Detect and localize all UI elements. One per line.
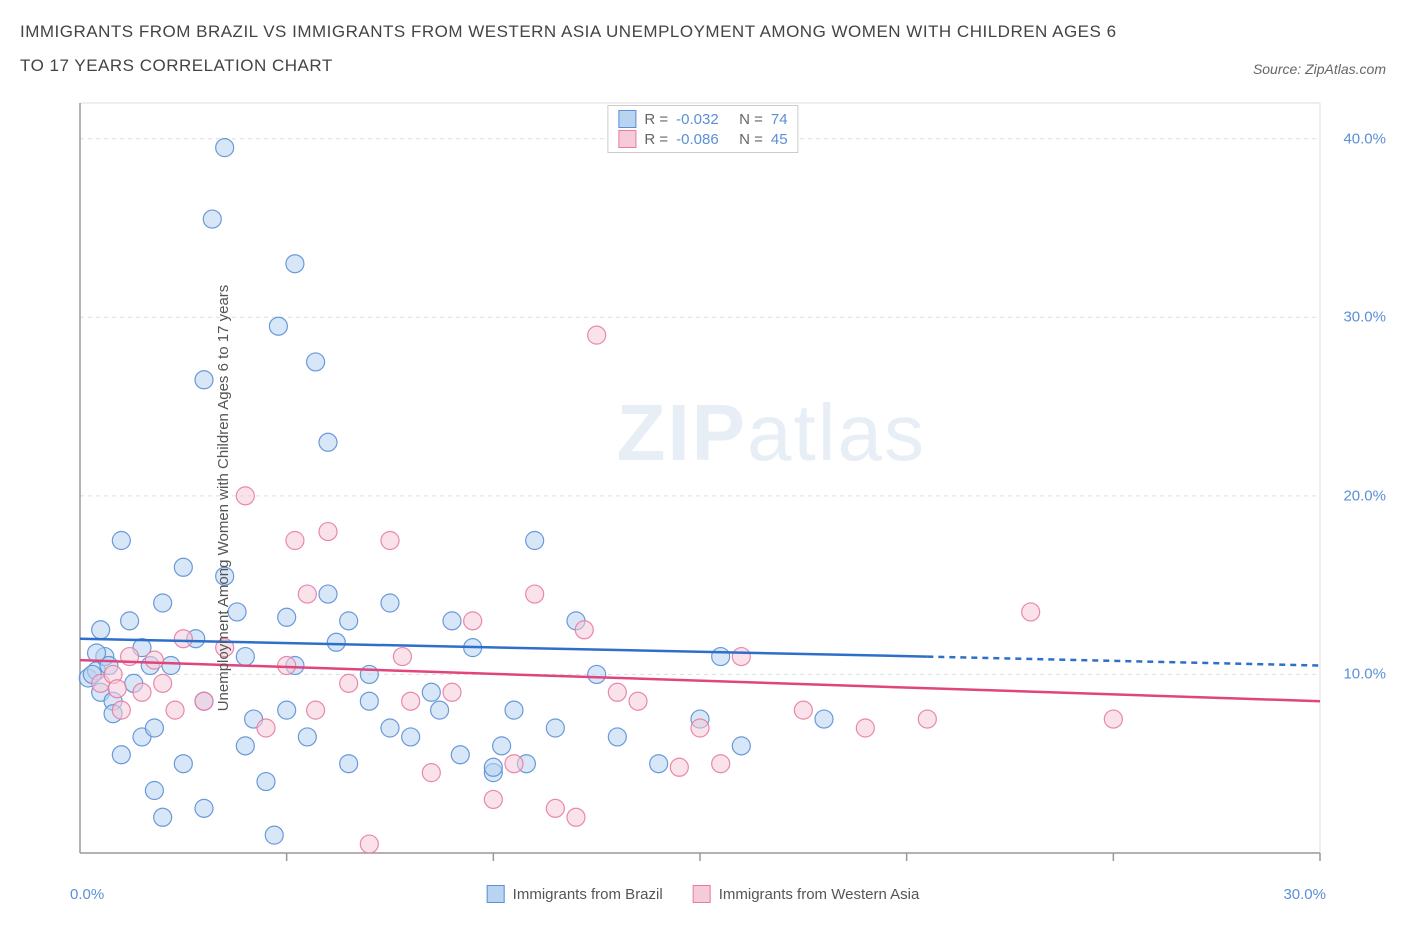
y-tick-label: 40.0% [1343, 130, 1386, 147]
chart-title: IMMIGRANTS FROM BRAZIL VS IMMIGRANTS FRO… [20, 15, 1120, 83]
y-tick-label: 10.0% [1343, 666, 1386, 683]
n-value-wasia: 45 [771, 131, 788, 148]
legend-row-brazil: R = -0.032 N = 74 [618, 110, 787, 128]
series-legend: Immigrants from Brazil Immigrants from W… [487, 885, 920, 903]
y-tick-label: 20.0% [1343, 487, 1386, 504]
r-value-brazil: -0.032 [676, 111, 731, 128]
n-value-brazil: 74 [771, 111, 788, 128]
legend-label-brazil: Immigrants from Brazil [513, 886, 663, 903]
chart-container: Unemployment Among Women with Children A… [20, 93, 1386, 903]
x-axis-max-label: 30.0% [1283, 886, 1326, 903]
legend-item-brazil: Immigrants from Brazil [487, 885, 663, 903]
r-value-wasia: -0.086 [676, 131, 731, 148]
legend-row-wasia: R = -0.086 N = 45 [618, 130, 787, 148]
correlation-legend: R = -0.032 N = 74 R = -0.086 N = 45 [607, 105, 798, 153]
y-axis-label: Unemployment Among Women with Children A… [215, 285, 232, 712]
swatch-wasia [618, 130, 636, 148]
legend-item-wasia: Immigrants from Western Asia [693, 885, 920, 903]
y-tick-label: 30.0% [1343, 309, 1386, 326]
swatch-brazil [618, 110, 636, 128]
legend-label-wasia: Immigrants from Western Asia [719, 886, 920, 903]
source-label: Source: ZipAtlas.com [1253, 61, 1386, 83]
x-axis-min-label: 0.0% [70, 886, 104, 903]
swatch-brazil-icon [487, 885, 505, 903]
swatch-wasia-icon [693, 885, 711, 903]
